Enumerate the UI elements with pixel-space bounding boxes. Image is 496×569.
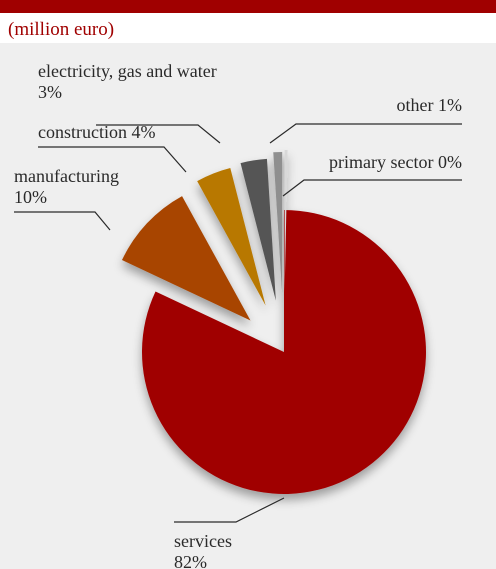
slice-label-manufacturing: manufacturing: [14, 166, 119, 186]
top-accent-bar: [0, 0, 496, 13]
slice-label-services: services: [174, 531, 232, 551]
leader-line-manufacturing: [14, 211, 111, 231]
slice-label-primary-sector: primary sector 0%: [329, 152, 462, 172]
pie-slice-services: [141, 210, 426, 494]
pie-slice-other: [273, 152, 283, 295]
chart-subtitle: (million euro): [8, 19, 115, 40]
leader-line-other: [269, 123, 462, 144]
pie-slice-electricity-gas-and-water: [240, 158, 276, 301]
slice-label-electricity-gas-and-water: electricity, gas and water: [38, 61, 217, 81]
slice-label-construction: construction 4%: [38, 122, 155, 142]
pie-slice-construction: [197, 167, 266, 306]
pie-slice-primary-sector: [284, 150, 288, 293]
slice-label-other: other 1%: [397, 95, 462, 115]
slice-value-manufacturing: 10%: [14, 187, 47, 207]
pie-slice-manufacturing: [121, 196, 251, 321]
subtitle-band: [0, 13, 496, 43]
leader-line-services: [174, 497, 285, 523]
leader-line-construction: [38, 146, 187, 173]
leader-line-electricity-gas-and-water: [96, 124, 221, 144]
slice-value-services: 82%: [174, 552, 207, 569]
slice-value-electricity-gas-and-water: 3%: [38, 82, 62, 102]
leader-line-primary-sector: [282, 179, 462, 197]
